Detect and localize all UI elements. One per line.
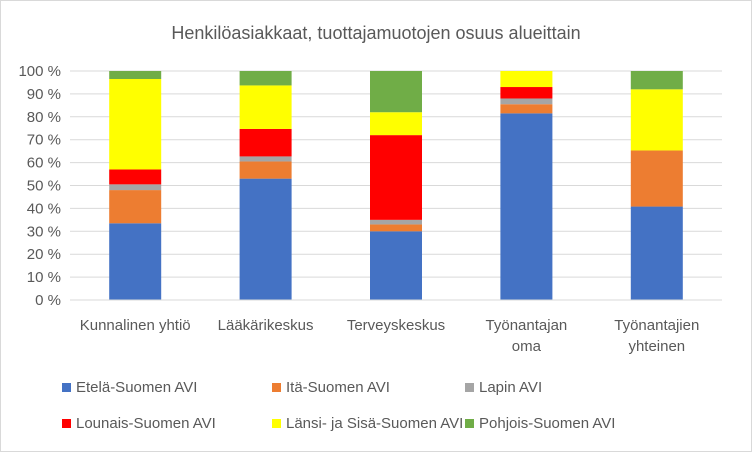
- bar-segment: [239, 71, 292, 86]
- bar-segment: [370, 231, 422, 300]
- y-axis-ticks: 0 % 10 % 20 % 30 % 40 % 50 % 60 % 70 % 80 % 90 % 1…: [18, 63, 61, 309]
- y-tick-label: 70 %: [27, 132, 61, 149]
- x-category-label-line: Terveyskeskus: [347, 317, 445, 334]
- x-category-label-line: yhteinen: [628, 338, 685, 355]
- y-tick-label: 10 %: [27, 269, 61, 286]
- legend-swatch: [272, 419, 281, 428]
- bar-segment: [239, 178, 292, 300]
- bar-segment: [630, 89, 683, 151]
- x-category-label-line: Työnantajan: [486, 317, 568, 334]
- bar-segment: [500, 104, 553, 114]
- bar-segment: [370, 71, 422, 113]
- bar-segment: [109, 190, 162, 224]
- x-category-label-line: oma: [512, 338, 542, 355]
- bar-segment: [109, 184, 162, 191]
- bar-segment: [500, 87, 553, 99]
- legend-swatch: [62, 419, 71, 428]
- bar-segment: [109, 71, 162, 80]
- bar-segment: [370, 112, 422, 136]
- y-tick-label: 90 %: [27, 86, 61, 103]
- bar-segment: [630, 150, 683, 207]
- legend-label: Lapin AVI: [479, 379, 542, 396]
- y-tick-label: 40 %: [27, 200, 61, 217]
- legend-swatch: [62, 383, 71, 392]
- x-category-label: Lääkärikeskus: [218, 317, 314, 334]
- legend: Etelä-Suomen AVI Itä-Suomen AVI Lapin AVI L…: [62, 379, 615, 432]
- bar-segment: [500, 98, 553, 105]
- bar-segment: [500, 113, 553, 301]
- bar-segment: [370, 135, 422, 220]
- bar-segment: [239, 85, 292, 129]
- bar-segment: [370, 219, 422, 225]
- x-category-label-line: Työnantajien: [614, 317, 699, 334]
- x-category-label-line: Lääkärikeskus: [218, 317, 314, 334]
- bar-segment: [239, 156, 292, 162]
- x-category-label-line: Kunnalinen yhtiö: [80, 317, 191, 334]
- x-axis-categories: Kunnalinen yhtiö Lääkärikeskus Terveyskesk…: [80, 317, 700, 355]
- y-tick-label: 80 %: [27, 109, 61, 126]
- x-category-label: Työnantajien yhteinen: [614, 317, 699, 355]
- y-tick-label: 0 %: [35, 292, 61, 309]
- legend-label: Itä-Suomen AVI: [286, 379, 390, 396]
- legend-swatch: [465, 383, 474, 392]
- x-category-label: Terveyskeskus: [347, 317, 445, 334]
- legend-swatch: [465, 419, 474, 428]
- chart-title: Henkilöasiakkaat, tuottajamuotojen osuus…: [171, 23, 580, 43]
- legend-label: Länsi- ja Sisä-Suomen AVI: [286, 415, 463, 432]
- y-tick-label: 100 %: [18, 63, 61, 80]
- bar-segment: [370, 224, 422, 232]
- legend-label: Pohjois-Suomen AVI: [479, 415, 615, 432]
- bar-segment: [630, 71, 683, 90]
- bar-segment: [109, 169, 162, 185]
- bar-segment: [630, 206, 683, 300]
- x-category-label: Kunnalinen yhtiö: [80, 317, 191, 334]
- y-tick-label: 60 %: [27, 155, 61, 172]
- bar-segment: [500, 71, 553, 88]
- y-tick-label: 30 %: [27, 223, 61, 240]
- y-tick-label: 50 %: [27, 178, 61, 195]
- bar-segment: [239, 161, 292, 179]
- y-tick-label: 20 %: [27, 246, 61, 263]
- bar-segment: [109, 79, 162, 170]
- legend-label: Etelä-Suomen AVI: [76, 379, 197, 396]
- legend-swatch: [272, 383, 281, 392]
- x-category-label: Työnantajan oma: [486, 317, 568, 355]
- legend-label: Lounais-Suomen AVI: [76, 415, 216, 432]
- bar-segment: [109, 223, 162, 300]
- bar-segment: [239, 128, 292, 157]
- bars: [109, 71, 683, 301]
